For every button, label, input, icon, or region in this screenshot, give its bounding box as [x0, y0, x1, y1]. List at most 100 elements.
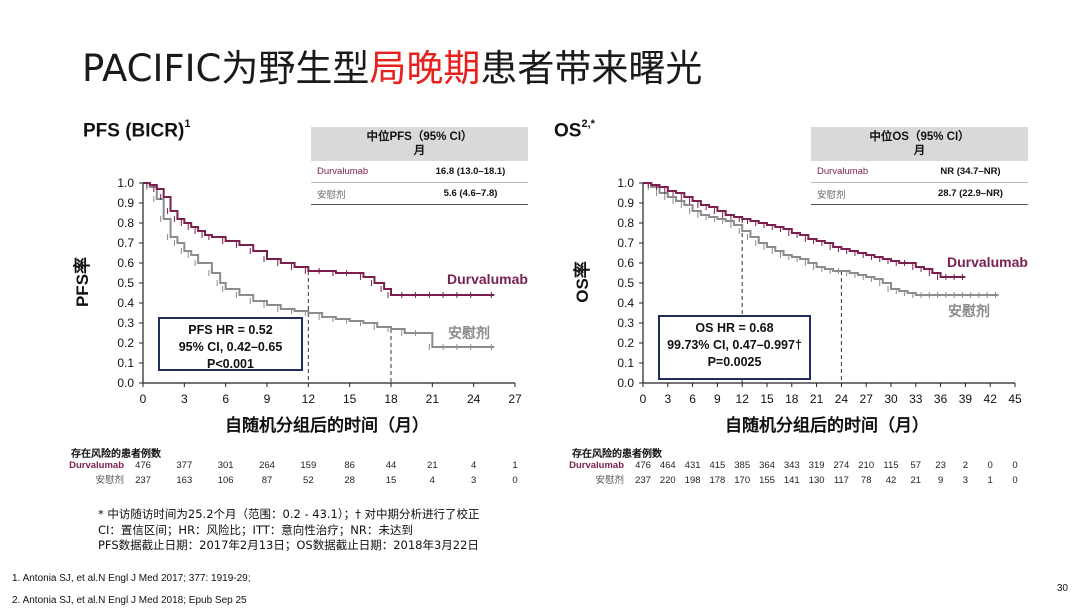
os-y-tick-label: 0.0	[617, 376, 634, 390]
pfs-risk-value: 1	[512, 460, 517, 471]
pfs-chart-title: PFS (BICR)1	[83, 118, 191, 142]
os-median-header: 中位OS（95% CI） 月	[811, 127, 1028, 161]
os-risk-value: 220	[660, 475, 676, 486]
footnote-1: * 中访随访时间为25.2个月（范围：0.2 - 43.1）；† 对中期分析进行…	[98, 507, 480, 521]
pfs-risk-value: 3	[471, 475, 476, 486]
pfs-label-placebo: 安慰剂	[448, 325, 490, 341]
slide-title-prefix: PACIFIC为野生型	[82, 47, 370, 90]
pfs-risk-value: 264	[259, 460, 275, 471]
os-risk-value: 431	[685, 460, 701, 471]
pfs-x-tick-label: 12	[302, 392, 316, 406]
os-y-tick-label: 0.9	[617, 196, 634, 210]
os-median-value-placebo: 28.7 (22.9–NR)	[913, 182, 1028, 205]
pfs-risk-value: 237	[135, 475, 151, 486]
pfs-y-tick-label: 0.8	[117, 216, 134, 230]
os-median-label-placebo: 安慰剂	[811, 182, 913, 205]
pfs-x-tick-label: 9	[264, 392, 271, 406]
os-risk-value: 117	[834, 475, 849, 486]
os-risk-value: 415	[709, 460, 725, 471]
reference-2: 2. Antonia SJ, et al.N Engl J Med 2018; …	[12, 595, 247, 606]
pfs-x-axis-label: 自随机分组后的时间（月）	[225, 415, 429, 435]
os-y-tick-label: 0.2	[617, 336, 634, 350]
pfs-y-tick-label: 0.5	[117, 276, 134, 290]
pfs-y-tick-label: 0.2	[117, 336, 134, 350]
pfs-risk-value: 377	[176, 460, 192, 471]
pfs-title-sup: 1	[184, 118, 191, 130]
pfs-y-tick-label: 0.4	[117, 296, 134, 310]
os-risk-value: 210	[858, 460, 874, 471]
os-risk-value: 141	[784, 475, 800, 486]
os-risk-value: 385	[734, 460, 750, 471]
os-series-durvalumab	[643, 182, 966, 278]
pfs-y-tick-label: 0.7	[117, 236, 134, 250]
os-risk-value: 476	[635, 460, 651, 471]
os-x-tick-label: 18	[785, 392, 799, 406]
pfs-risk-value: 44	[386, 460, 397, 471]
os-x-tick-label: 36	[934, 392, 948, 406]
pfs-x-tick-label: 24	[467, 392, 481, 406]
os-y-tick-label: 0.1	[617, 356, 634, 370]
os-y-tick-label: 0.3	[617, 316, 634, 330]
os-y-tick-label: 0.7	[617, 236, 634, 250]
pfs-risk-value: 159	[300, 460, 316, 471]
pfs-label-durvalumab: Durvalumab	[447, 271, 528, 287]
os-x-axis-label: 自随机分组后的时间（月）	[725, 415, 929, 435]
os-risk-value: 0	[988, 460, 993, 471]
pfs-y-axis-label: PFS率	[72, 257, 92, 307]
os-risk-value: 78	[861, 475, 872, 486]
os-x-tick-label: 27	[860, 392, 874, 406]
os-y-tick-label: 0.4	[617, 296, 634, 310]
pfs-risk-value: 4	[430, 475, 435, 486]
os-risk-value: 198	[685, 475, 701, 486]
pfs-median-header-line1: 中位PFS（95% CI）	[366, 131, 473, 143]
os-x-tick-label: 21	[810, 392, 824, 406]
pfs-risk-value: 106	[218, 475, 234, 486]
pfs-title-text: PFS (BICR)	[83, 120, 185, 142]
os-y-axis-label: OS率	[572, 261, 592, 303]
pfs-risk-value: 4	[471, 460, 476, 471]
pfs-risk-value: 52	[303, 475, 314, 486]
os-risk-value: 130	[809, 475, 825, 486]
os-title-text: OS	[554, 120, 582, 142]
pfs-y-tick-label: 0.9	[117, 196, 134, 210]
pfs-y-tick-label: 0.1	[117, 356, 134, 370]
os-y-tick-label: 0.8	[617, 216, 634, 230]
os-risk-value: 237	[635, 475, 651, 486]
pfs-y-tick-label: 1.0	[117, 176, 134, 190]
os-y-tick-label: 0.5	[617, 276, 634, 290]
pfs-median-label-placebo: 安慰剂	[311, 182, 413, 205]
pfs-series-placebo	[143, 182, 495, 348]
os-km-plot: 0.00.10.20.30.40.50.60.70.80.91.00 3 6 9 12 1…	[569, 176, 1028, 486]
pfs-risk-value: 87	[262, 475, 273, 486]
pfs-x-tick-label: 27	[508, 392, 522, 406]
page-number: 30	[1056, 583, 1068, 594]
os-risk-value: 155	[759, 475, 775, 486]
pfs-x-tick-label: 6	[222, 392, 229, 406]
pfs-median-header: 中位PFS（95% CI） 月	[311, 127, 528, 161]
os-risk-value: 3	[963, 475, 968, 486]
os-hr-box	[658, 315, 811, 380]
pfs-median-value-placebo: 5.6 (4.6–7.8)	[413, 182, 528, 205]
os-risk-value: 0	[1012, 475, 1017, 486]
os-risk-value: 115	[883, 460, 898, 471]
os-hr-line-1: OS HR = 0.68	[695, 321, 773, 335]
pfs-hr-line-1: PFS HR = 0.52	[188, 323, 272, 337]
os-risk-value: 170	[734, 475, 750, 486]
os-hr-line-3: P=0.0025	[708, 355, 762, 369]
pfs-median-table: 中位PFS（95% CI） 月 Durvalumab 16.8 (13.0–18.1…	[311, 127, 528, 205]
pfs-hr-box	[158, 317, 303, 371]
pfs-x-tick-label: 3	[181, 392, 188, 406]
os-x-tick-label: 33	[909, 392, 923, 406]
os-risk-value: 343	[784, 460, 800, 471]
os-risk-value: 274	[833, 460, 849, 471]
references: 1. Antonia SJ, et al.N Engl J Med 2017; …	[12, 568, 251, 612]
os-risk-value: 0	[1012, 460, 1017, 471]
os-risk-table-title: 存在风险的患者例数	[572, 449, 662, 460]
os-x-tick-label: 30	[884, 392, 898, 406]
os-risk-value: 57	[911, 460, 922, 471]
slide-title-highlight: 局晚期	[369, 47, 481, 90]
os-risk-value: 2	[963, 460, 968, 471]
os-x-tick-label: 0	[640, 392, 647, 406]
os-x-tick-label: 9	[714, 392, 721, 406]
